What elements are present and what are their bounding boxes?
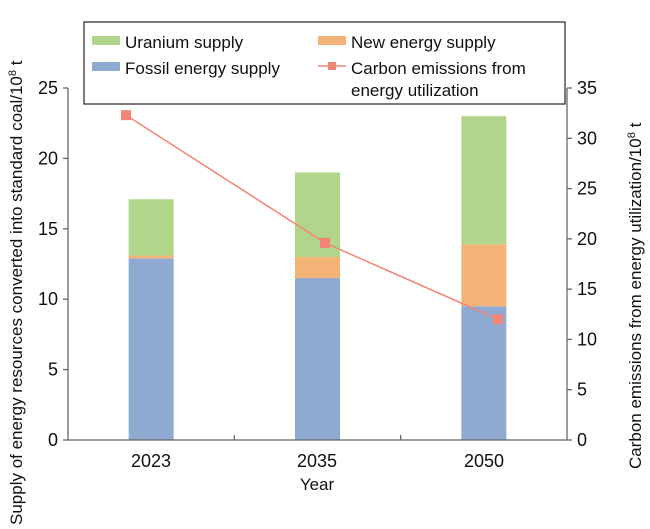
carbon-marker-2023 [121,110,131,121]
carbon-marker-2035 [320,237,330,248]
legend-label-uranium: Uranium supply [125,33,244,52]
bar-new-energy-supply-2035 [295,256,340,279]
bar-uranium-supply-2023 [128,199,174,256]
legend-marker-carbon [328,62,336,70]
x-tick-label: 2023 [131,451,171,471]
ticks-group: 0 5 10 15 20 25 0 5 10 15 20 25 30 35 [38,78,597,450]
legend-box [83,21,566,105]
y-tick-label: 20 [38,148,58,168]
y-tick-label: 10 [38,289,58,309]
bars-group [128,116,507,440]
y2-tick-label: 35 [577,78,597,98]
legend-label-carbon-1: Carbon emissions from [351,59,526,78]
bar-fossil-energy-supply-2023 [128,258,174,440]
bar-new-energy-supply-2050 [461,244,507,307]
y-axis-title: Supply of energy resources converted int… [7,60,26,525]
x-tick-label: 2035 [297,451,337,471]
legend-swatch-uranium [92,36,120,45]
y-tick-label: 25 [38,78,58,98]
legend-label-new-energy: New energy supply [351,33,496,52]
x-axis-title: Year [300,475,335,494]
legend: Uranium supply New energy supply Fossil … [83,21,566,105]
legend-label-fossil: Fossil energy supply [125,59,280,78]
y2-tick-label: 15 [577,279,597,299]
y-tick-label: 5 [48,360,58,380]
legend-label-carbon-2: energy utilization [351,81,479,100]
y-tick-label: 0 [48,430,58,450]
y2-tick-label: 0 [577,430,587,450]
bar-uranium-supply-2035 [295,172,340,257]
y2-tick-label: 30 [577,128,597,148]
y2-tick-label: 25 [577,179,597,199]
carbon-marker-2050 [493,314,503,325]
bar-fossil-energy-supply-2050 [461,306,507,440]
y-tick-label: 15 [38,219,58,239]
y2-axis-title: Carbon emissions from energy utilization… [626,122,645,469]
legend-swatch-new-energy [318,36,346,45]
legend-swatch-fossil [92,62,120,71]
bar-new-energy-supply-2023 [128,255,174,259]
y2-tick-label: 10 [577,329,597,349]
bar-uranium-supply-2050 [461,116,507,245]
y2-tick-label: 5 [577,380,587,400]
y2-tick-label: 20 [577,229,597,249]
carbon-line-group [121,110,503,325]
x-tick-label: 2050 [464,451,504,471]
bar-fossil-energy-supply-2035 [295,278,340,440]
